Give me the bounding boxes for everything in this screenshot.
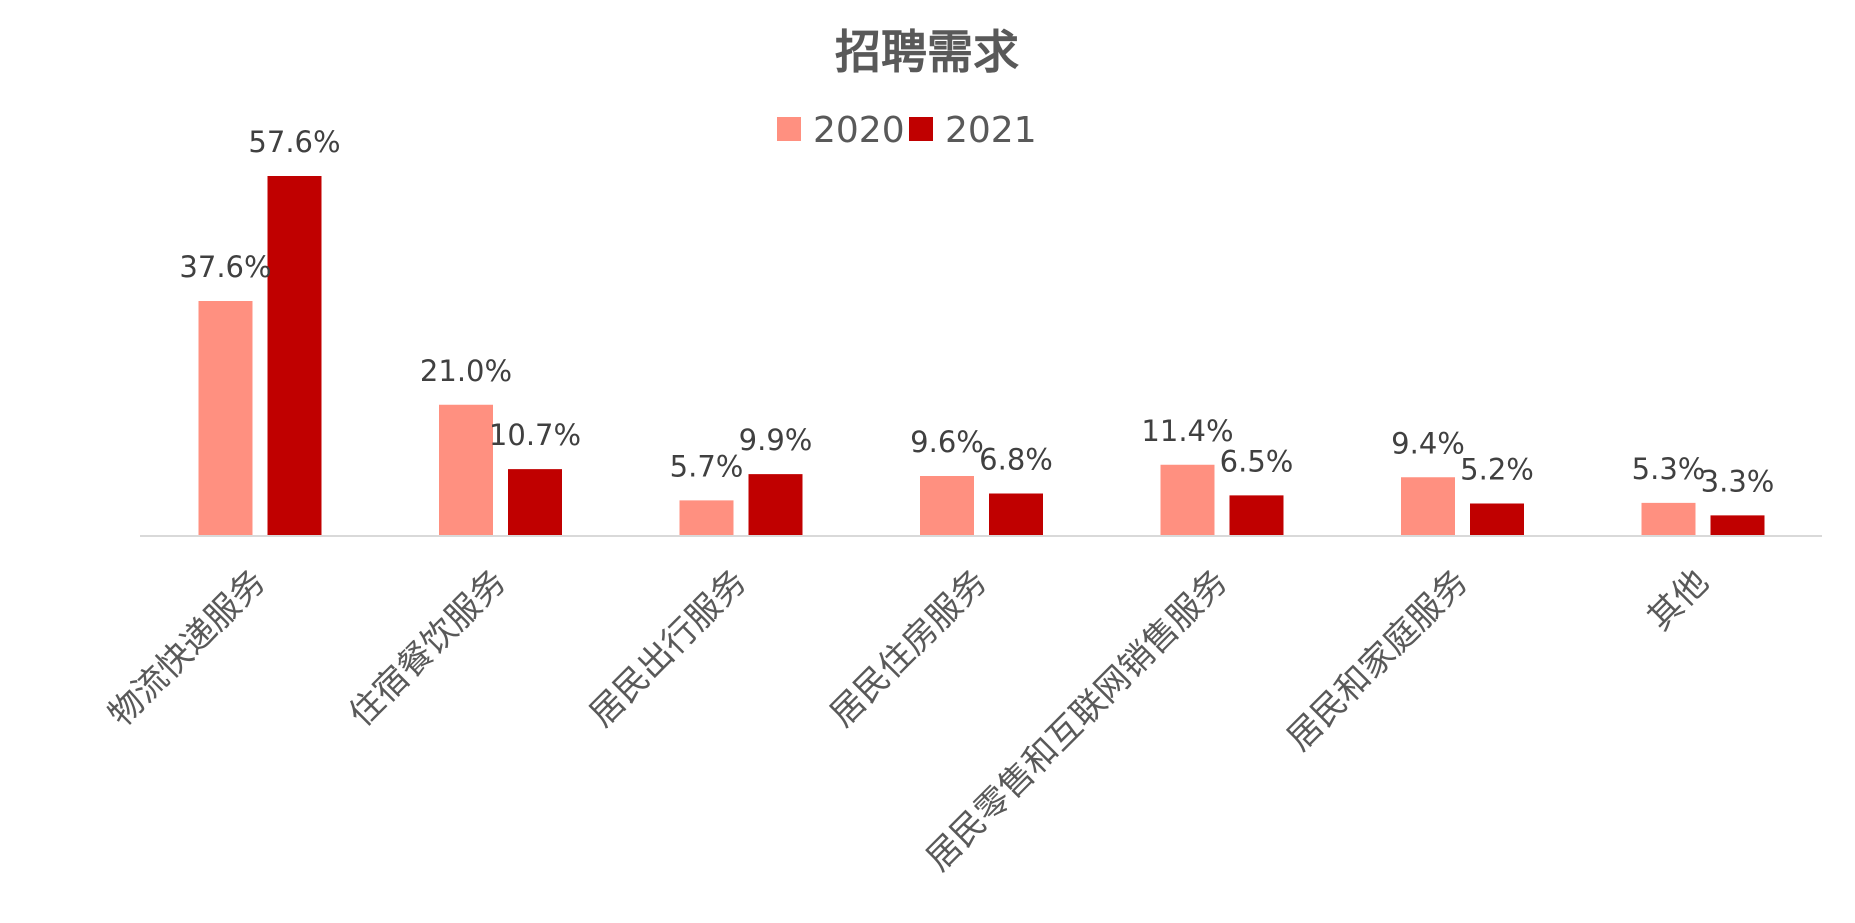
data-label-2020-6: 9.4%	[1391, 426, 1465, 460]
data-label-2021-4: 6.8%	[979, 443, 1053, 477]
category-label-7: 其他	[1640, 562, 1716, 638]
bar-2021-6	[1470, 503, 1524, 536]
data-label-2021-1: 57.6%	[248, 125, 340, 159]
bar-2020-6	[1401, 477, 1455, 536]
bar-2020-7	[1641, 502, 1696, 536]
data-label-2020-4: 9.6%	[910, 425, 984, 459]
data-label-2020-3: 5.7%	[670, 449, 744, 483]
bar-2021-7	[1710, 515, 1765, 536]
bar-2021-2	[508, 469, 562, 536]
data-label-2021-2: 10.7%	[489, 418, 581, 452]
category-label-2: 住宿餐饮服务	[341, 562, 514, 735]
category-label-4: 居民住房服务	[822, 562, 995, 735]
bar-2021-1	[267, 176, 322, 536]
bar-2020-2	[439, 404, 493, 536]
bar-2021-5	[1229, 495, 1284, 536]
bar-2021-4	[989, 493, 1043, 536]
bar-2020-5	[1160, 464, 1215, 536]
bars	[198, 176, 1765, 536]
data-label-2021-6: 5.2%	[1460, 453, 1534, 487]
legend-swatch-2021	[909, 117, 933, 141]
data-labels: 37.6% 57.6% 21.0% 10.7% 5.7%9.9% 9.6%6.8% 11.4…	[179, 125, 1774, 498]
bar-2020-1	[198, 301, 253, 536]
bar-2020-4	[920, 476, 974, 536]
legend: 2020 2021	[777, 110, 1037, 151]
category-label-6: 居民和家庭服务	[1279, 562, 1476, 759]
legend-swatch-2020	[777, 117, 801, 141]
category-label-3: 居民出行服务	[582, 562, 755, 735]
bar-2021-3	[748, 474, 803, 536]
data-label-2020-5: 11.4%	[1141, 414, 1233, 448]
data-label-2020-2: 21.0%	[420, 354, 512, 388]
category-label-1: 物流快递服务	[101, 562, 274, 735]
data-label-2020-7: 5.3%	[1632, 452, 1706, 486]
data-label-2021-7: 3.3%	[1701, 464, 1775, 498]
bar-2020-3	[679, 500, 734, 536]
legend-label-2021: 2021	[945, 110, 1037, 151]
legend-label-2020: 2020	[813, 110, 905, 151]
data-label-2021-3: 9.9%	[739, 423, 813, 457]
data-label-2021-5: 6.5%	[1220, 444, 1294, 478]
chart-title: 招聘需求	[835, 25, 1019, 79]
data-label-2020-1: 37.6%	[179, 250, 271, 284]
